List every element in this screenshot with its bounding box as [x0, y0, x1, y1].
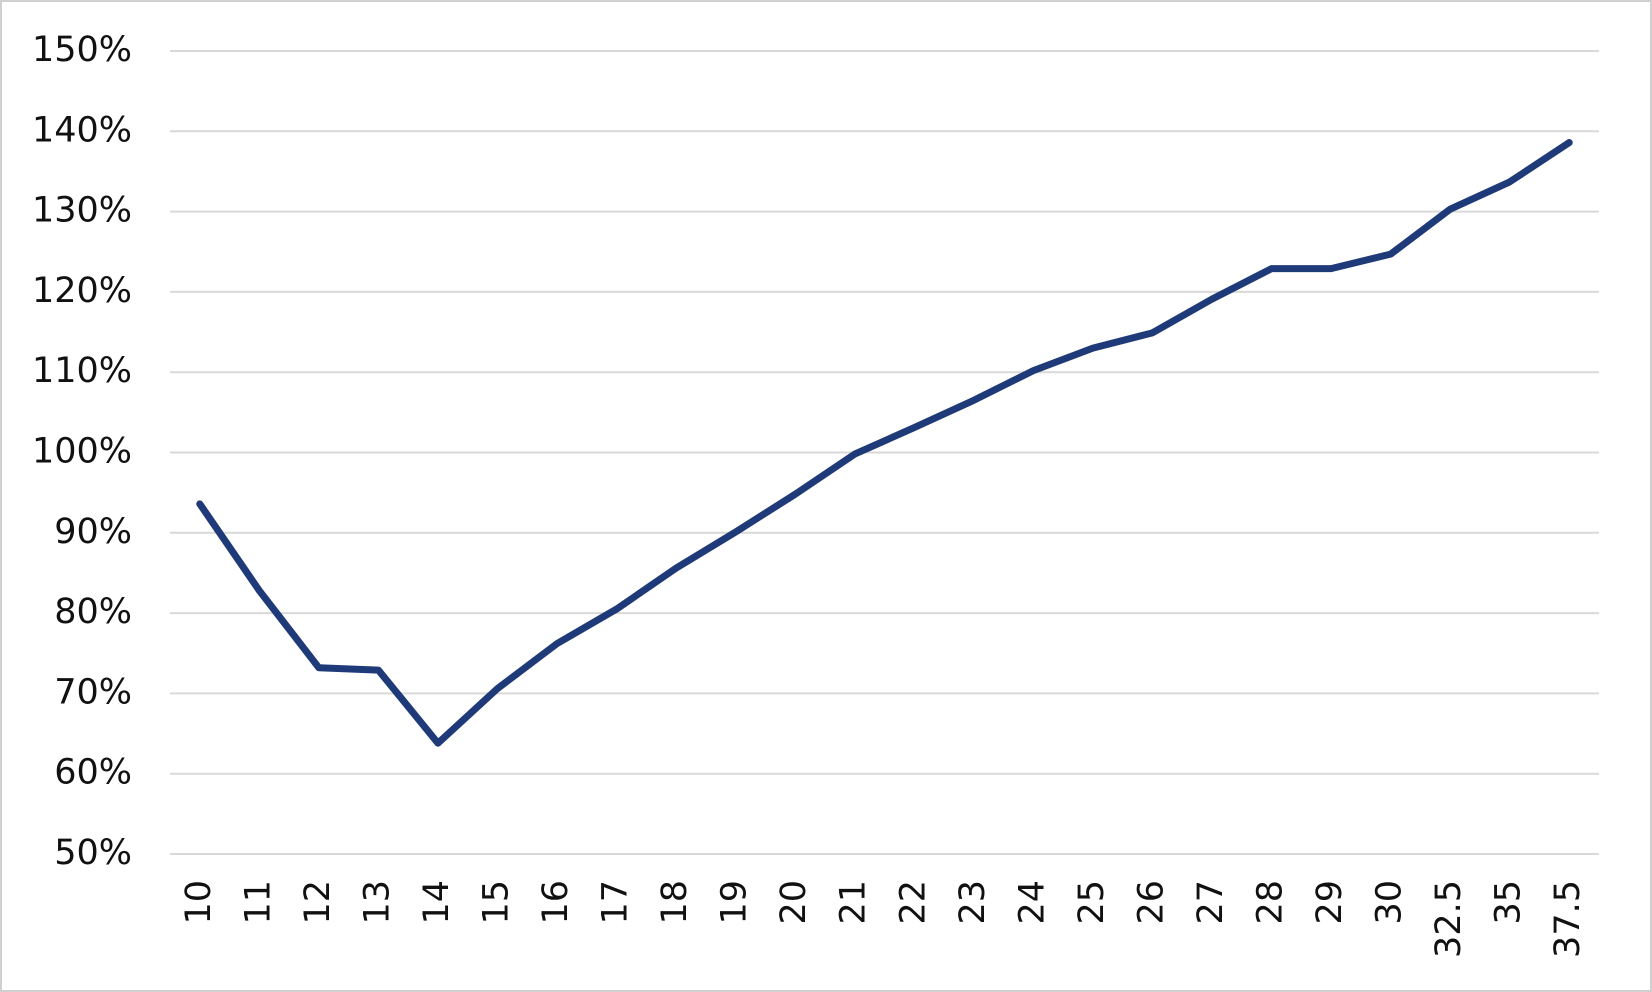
x-tick-label: 13	[357, 880, 397, 925]
x-tick-label: 23	[953, 880, 993, 925]
y-tick-label: 100%	[32, 432, 132, 472]
x-tick-label: 25	[1072, 880, 1112, 925]
x-tick-label: 19	[715, 880, 755, 925]
x-tick-label: 24	[1012, 880, 1052, 925]
y-tick-label: 140%	[32, 110, 132, 150]
x-tick-label: 16	[536, 880, 576, 925]
y-tick-label: 80%	[54, 592, 132, 632]
data-line	[196, 139, 1573, 747]
x-tick-label: 28	[1251, 880, 1291, 925]
y-tick-label: 130%	[32, 191, 132, 231]
x-tick-label: 26	[1131, 880, 1171, 925]
x-tick-label: 18	[655, 880, 695, 925]
x-tick-label: 17	[596, 880, 636, 925]
y-tick-label: 110%	[32, 351, 132, 391]
x-tick-label: 11	[238, 880, 278, 925]
x-tick-label: 14	[417, 880, 457, 925]
y-tick-label: 150%	[32, 30, 132, 70]
x-tick-label: 22	[893, 880, 933, 925]
y-tick-label: 50%	[54, 833, 132, 873]
x-tick-label: 12	[298, 880, 338, 925]
y-tick-label: 70%	[54, 672, 132, 712]
x-tick-label: 32.5	[1429, 880, 1469, 958]
x-tick-label: 29	[1310, 880, 1350, 925]
y-tick-label: 90%	[54, 512, 132, 552]
y-tick-label: 60%	[54, 753, 132, 793]
x-tick-label: 10	[179, 880, 219, 925]
y-tick-label: 120%	[32, 271, 132, 311]
x-tick-label: 27	[1191, 880, 1231, 925]
x-tick-label: 20	[774, 880, 814, 925]
x-tick-label: 37.5	[1548, 880, 1588, 958]
x-tick-label: 15	[476, 880, 516, 925]
x-tick-label: 30	[1370, 880, 1410, 925]
x-tick-label: 21	[834, 880, 874, 925]
x-tick-label: 35	[1489, 880, 1529, 925]
